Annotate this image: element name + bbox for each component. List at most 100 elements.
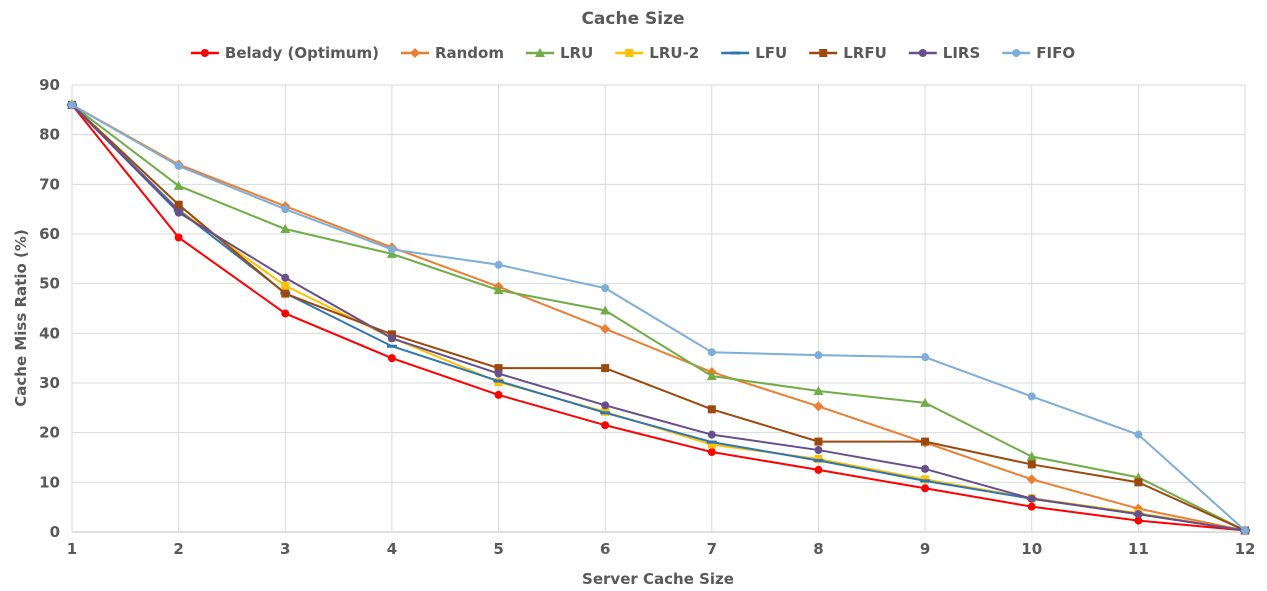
y-tick-label: 30 (39, 374, 60, 392)
lfu-point (493, 379, 504, 383)
lru-2-point (281, 281, 290, 290)
legend: Belady (Optimum) Random LRU LRU-2 LFU LRFU LIR… (190, 44, 1075, 62)
series-line-lfu (71, 104, 1246, 532)
series-lfu (67, 103, 1250, 533)
fifo-point (921, 353, 930, 362)
legend-label: Random (435, 44, 504, 62)
legend-item-lirs: LIRS (908, 44, 981, 62)
belady-optimum-point (601, 421, 610, 430)
series-lru (67, 99, 1250, 535)
lirs-point (387, 334, 396, 343)
legend-lru-point (534, 48, 545, 57)
lru-point (600, 305, 611, 315)
legend-item-belady-optimum: Belady (Optimum) (190, 44, 379, 62)
legend-item-lru-2: LRU-2 (615, 44, 699, 62)
legend-label: LFU (755, 44, 787, 62)
legend-label: LRFU (843, 44, 887, 62)
legend-belady-optimum-point (200, 49, 209, 57)
y-tick-label: 70 (39, 175, 60, 193)
x-axis-ticks: 1 2 3 4 5 6 7 8 9 10 11 12 (67, 540, 1256, 558)
lirs-point (1134, 510, 1143, 519)
legend-lirs-point (918, 49, 927, 57)
lrfu-point (494, 364, 503, 373)
legend-fifo-point (1012, 49, 1021, 57)
x-tick-label: 7 (707, 540, 717, 558)
lrfu-point (1027, 460, 1036, 469)
fifo-point (494, 260, 503, 269)
legend-item-lru: LRU (525, 44, 593, 62)
y-tick-label: 50 (39, 275, 60, 293)
fifo-point (68, 100, 76, 109)
fifo-point (387, 245, 396, 254)
series-random (67, 99, 1250, 536)
x-tick-label: 1 (67, 540, 77, 558)
lirs-point (281, 273, 290, 282)
lirs-point (494, 369, 503, 378)
series-fifo (68, 100, 1249, 535)
lirs-point (601, 401, 610, 410)
lru-point (1026, 451, 1037, 461)
series-belady-optimum (68, 100, 1249, 535)
random-point (813, 401, 824, 412)
fifo-point (601, 284, 610, 293)
x-tick-label: 4 (387, 540, 397, 558)
y-tick-label: 20 (39, 424, 60, 442)
legend-lfu-point (730, 51, 741, 55)
lru-point (706, 371, 717, 381)
lirs-point (921, 464, 930, 473)
lrfu-point (814, 437, 823, 446)
belady-optimum-point (814, 465, 823, 474)
x-tick-label: 12 (1235, 540, 1256, 558)
belady-optimum-point (921, 484, 930, 493)
x-tick-label: 11 (1128, 540, 1149, 558)
belady-optimum-point (387, 354, 396, 363)
y-tick-label: 80 (39, 126, 60, 144)
legend-lrfu-point (819, 49, 828, 57)
lirs-point (814, 446, 823, 455)
lfu-point (813, 458, 824, 462)
series-line-lru (71, 104, 1246, 532)
legend-item-lfu: LFU (721, 44, 787, 62)
series-lrfu (68, 100, 1249, 535)
y-axis-title: Cache Miss Ratio (%) (12, 229, 30, 407)
series-line-random (71, 103, 1246, 532)
legend-label: LIRS (943, 44, 981, 62)
lirs-point (707, 430, 716, 439)
fifo-point (281, 205, 290, 214)
fifo-point (707, 348, 716, 357)
lru-2-point (707, 440, 716, 449)
lrfu-point (707, 405, 716, 414)
x-tick-label: 6 (600, 540, 610, 558)
random-point (1026, 474, 1037, 485)
legend-label: LRU (560, 44, 593, 62)
lfu-point (920, 479, 931, 483)
x-tick-label: 2 (173, 540, 183, 558)
x-axis-title: Server Cache Size (582, 570, 734, 588)
x-tick-label: 10 (1021, 540, 1042, 558)
fifo-point (1027, 392, 1036, 401)
series-lirs (68, 100, 1249, 535)
fifo-point (814, 351, 823, 360)
series-line-lrfu (71, 104, 1246, 532)
y-tick-label: 0 (50, 523, 60, 541)
lfu-point (600, 411, 611, 415)
lrfu-point (174, 200, 183, 209)
legend-label: FIFO (1036, 44, 1075, 62)
lfu-point (706, 440, 717, 444)
series-line-lirs (71, 104, 1246, 532)
y-tick-label: 90 (39, 76, 60, 94)
lru-point (920, 397, 931, 407)
fifo-point (174, 161, 183, 170)
y-tick-label: 10 (39, 473, 60, 491)
legend-label: Belady (Optimum) (225, 44, 379, 62)
lfu-point (386, 344, 397, 348)
lrfu-point (1134, 478, 1143, 487)
belady-optimum-point (1027, 502, 1036, 511)
belady-optimum-point (281, 309, 290, 318)
belady-optimum-point (707, 448, 716, 457)
legend-random-point (409, 48, 420, 58)
fifo-point (1241, 526, 1249, 535)
lru-point (813, 385, 824, 395)
legend-item-random: Random (400, 44, 504, 62)
